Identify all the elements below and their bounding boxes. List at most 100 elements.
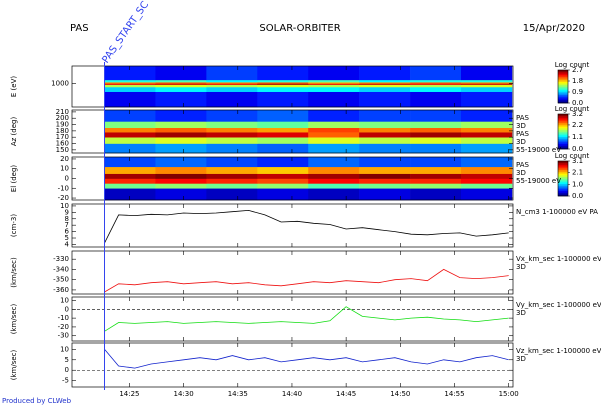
y-tick-label: 0 <box>65 305 69 313</box>
spectrogram-cell <box>155 86 207 92</box>
colorbar-swatch <box>558 185 568 188</box>
side-label: PAS <box>516 114 530 122</box>
colorbar-swatch <box>558 114 568 117</box>
spectrogram-cell <box>257 79 309 83</box>
side-label: 3D <box>516 263 526 271</box>
colorbar-swatch <box>558 94 568 97</box>
y-axis-label: (km/sec) <box>10 257 18 288</box>
side-label: N_cm3 1-100000 eV PA <box>516 208 598 216</box>
spectrogram-cell <box>257 183 309 189</box>
y-tick-label: -350 <box>53 276 69 284</box>
spectrogram-cell <box>460 137 513 144</box>
spectrogram-cell <box>308 178 360 184</box>
colorbar-frame <box>557 113 569 150</box>
spectrogram-cell <box>257 127 309 133</box>
panel-frame <box>71 109 514 154</box>
colorbar-swatch <box>558 133 568 136</box>
colorbar-swatch <box>558 171 568 174</box>
colorbar-swatch <box>558 176 568 179</box>
header-left: PAS <box>70 23 89 34</box>
spectrogram-cell <box>257 121 309 129</box>
colorbar-swatch <box>558 88 568 91</box>
y-tick-label: 1000 <box>51 79 69 87</box>
side-label: 3D <box>516 355 526 363</box>
spectrogram-cell <box>359 86 411 92</box>
spectrogram-cell <box>359 166 411 174</box>
y-tick-label: 8 <box>65 215 69 223</box>
y-tick-label: -330 <box>53 255 69 263</box>
spectrogram-cell <box>257 157 309 168</box>
spectrogram-cell <box>308 79 360 83</box>
spectrogram-cell <box>359 82 411 84</box>
spectrogram-cell <box>410 84 462 88</box>
y-tick-label: -10 <box>58 314 69 322</box>
spectrogram-cell <box>410 79 462 83</box>
colorbar-swatch <box>558 168 568 171</box>
spectrogram-cell <box>359 83 411 85</box>
spectrogram-cell <box>206 91 258 108</box>
colorbar-swatch <box>558 183 568 186</box>
spectrogram-cell <box>155 91 207 108</box>
spectrogram-cell <box>104 79 156 83</box>
spectrogram-cell <box>104 132 156 138</box>
spectrogram-cell <box>155 132 207 138</box>
spectrogram-cell <box>410 91 462 108</box>
spectrogram-cell <box>308 84 360 88</box>
spectrogram-cell <box>206 66 258 81</box>
spectrogram-cell <box>206 137 258 144</box>
colorbar-tick-label: 0.0 <box>572 99 583 107</box>
y-axis-label: (km/sec) <box>10 303 18 334</box>
spectrogram-cell <box>359 183 411 189</box>
spectrogram-cell <box>257 91 309 108</box>
footer: Produced by CLWeb <box>2 397 72 405</box>
spectrogram-cell <box>155 83 207 85</box>
colorbar-swatch <box>558 101 568 104</box>
spectrogram-cell <box>359 157 411 168</box>
y-tick-label: 10 <box>60 165 69 173</box>
y-tick-label: 190 <box>56 121 69 129</box>
spectrogram-cell <box>257 173 309 179</box>
y-tick-label: 10 <box>60 202 69 210</box>
colorbar-swatch <box>558 131 568 134</box>
colorbar-swatch <box>558 173 568 176</box>
colorbar-title: Log count <box>555 152 590 160</box>
colorbar-swatch <box>558 135 568 138</box>
colorbar-swatch <box>558 83 568 86</box>
colorbar-swatch <box>558 136 568 139</box>
spectrogram-cell <box>155 188 207 201</box>
y-tick-label: 150 <box>56 146 69 154</box>
x-tick-label: 14:40 <box>282 390 302 398</box>
spectrogram-cell <box>308 183 360 189</box>
data-line <box>104 209 509 244</box>
spectrogram-cell <box>206 82 258 84</box>
spectrogram-cell <box>359 143 411 154</box>
spectrogram-cell <box>359 127 411 133</box>
spectrogram-cell <box>155 173 207 179</box>
spectrogram-cell <box>308 143 360 154</box>
side-label: 3D <box>516 122 526 130</box>
spectrogram-cell <box>155 166 207 174</box>
y-tick-label: 7 <box>65 221 69 229</box>
spectrogram-cell <box>410 183 462 189</box>
spectrogram-cell <box>155 143 207 154</box>
y-tick-label: -5 <box>62 377 69 385</box>
spectrogram-cell <box>359 137 411 144</box>
spectrogram-cell <box>155 121 207 129</box>
colorbar-swatch <box>558 70 568 72</box>
colorbar-tick-label: 1.1 <box>572 133 583 141</box>
header-title: SOLAR-ORBITER <box>259 23 340 34</box>
y-tick-label: 160 <box>56 140 69 148</box>
spectrogram-cell <box>359 110 411 122</box>
spectrogram-cell <box>308 82 360 84</box>
y-tick-label: -30 <box>58 332 69 340</box>
side-label: 3D <box>516 169 526 177</box>
spectrogram-cell <box>308 110 360 122</box>
colorbar-tick-label: 2.2 <box>572 121 583 129</box>
colorbar-swatch <box>558 121 568 124</box>
spectrogram-cell <box>359 66 411 81</box>
colorbar-swatch <box>558 187 568 190</box>
x-tick-label: 14:25 <box>119 390 139 398</box>
spectrogram-cell <box>410 86 462 92</box>
colorbar-swatch <box>558 98 568 100</box>
spectrogram-cell <box>460 143 513 154</box>
